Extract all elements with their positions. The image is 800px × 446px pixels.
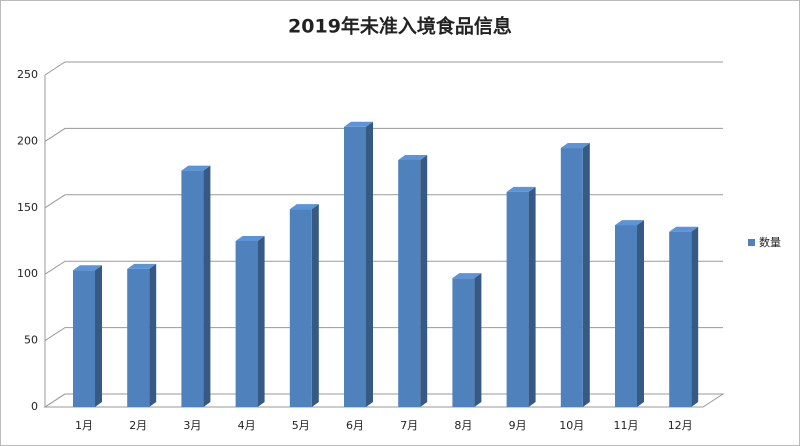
legend-label: 数量 [759, 236, 781, 249]
bar-side [366, 121, 373, 408]
bar-top [452, 273, 482, 279]
bar-side [582, 143, 590, 408]
bar [127, 268, 150, 407]
grid-line [44, 127, 723, 142]
bar-top [181, 165, 211, 171]
bar [181, 170, 204, 407]
bar [289, 209, 312, 407]
bar-top [127, 263, 157, 269]
y-tick-label: 200 [17, 134, 38, 147]
x-tick-label: 2月 [129, 419, 147, 432]
y-tick-label: 150 [17, 201, 38, 214]
x-tick-label: 9月 [509, 419, 527, 432]
bar-top [506, 186, 536, 192]
bar [398, 159, 421, 407]
grid-line [44, 260, 723, 275]
y-tick-label: 0 [31, 400, 38, 413]
bar-top [73, 265, 102, 271]
grid-line [44, 393, 723, 408]
bar-side [257, 236, 265, 407]
bar [560, 148, 583, 408]
bar-top [289, 204, 319, 210]
bar-side [203, 165, 211, 407]
bar-top [615, 220, 644, 226]
bar [235, 241, 258, 407]
bar-top [669, 226, 699, 232]
bar-side [637, 220, 644, 407]
legend-swatch [748, 239, 755, 246]
x-tick-label: 1月 [75, 419, 93, 432]
x-tick-label: 12月 [668, 419, 693, 432]
y-tick-label: 250 [17, 68, 38, 81]
bar-side [420, 154, 428, 407]
x-tick-label: 6月 [346, 419, 364, 432]
bar-side [95, 265, 102, 407]
y-tick-label: 50 [24, 334, 38, 347]
grid-line [44, 194, 723, 209]
bar [452, 278, 475, 407]
x-tick-label: 11月 [614, 419, 639, 432]
bar [344, 126, 366, 408]
x-tick-label: 10月 [559, 419, 584, 432]
x-tick-label: 3月 [183, 419, 201, 432]
x-tick-label: 5月 [292, 419, 310, 432]
bar-side [474, 273, 482, 407]
bar-side [311, 204, 319, 407]
bar [73, 270, 95, 407]
bar [615, 225, 637, 407]
bar [669, 231, 692, 407]
bar-top [344, 121, 373, 127]
grid-line [44, 327, 723, 342]
bar-side [528, 186, 536, 407]
bar-top [560, 143, 590, 149]
grid-line [44, 61, 723, 76]
x-tick-label: 8月 [454, 419, 472, 432]
bar-side [149, 263, 157, 407]
bar-side [691, 226, 699, 407]
bar [506, 191, 529, 407]
bar-top [235, 236, 265, 241]
y-tick-label: 100 [17, 267, 38, 280]
x-tick-label: 4月 [238, 419, 256, 432]
bar-top [398, 154, 428, 160]
chart-title: 2019年未准入境食品信息 [288, 15, 512, 38]
x-tick-label: 7月 [400, 419, 418, 432]
